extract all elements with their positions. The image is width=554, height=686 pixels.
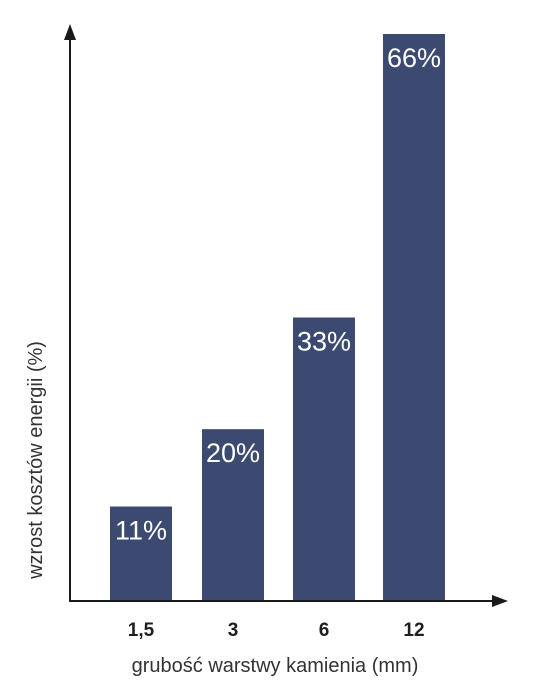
bar-12 <box>383 34 445 601</box>
y-axis-label: wzrost kosztów energii (%) <box>25 341 47 580</box>
x-axis-label: grubość warstwy kamienia (mm) <box>132 655 419 677</box>
bar-value-label: 20% <box>206 438 260 468</box>
bar-value-label: 66% <box>387 43 441 73</box>
x-tick-label: 12 <box>403 620 424 641</box>
x-tick-label: 3 <box>228 620 239 641</box>
x-axis-arrow-icon <box>492 595 508 607</box>
axes-group <box>64 24 508 607</box>
x-tick-label: 6 <box>319 620 330 641</box>
x-tick-label: 1,5 <box>128 620 155 641</box>
bar-3 <box>202 429 264 601</box>
bar-1,5 <box>110 506 172 601</box>
bar-6 <box>293 317 355 601</box>
bars-group: 11% 20% 33% 66% <box>110 34 445 601</box>
x-tick-labels: 1,5 3 6 12 <box>128 620 425 641</box>
bar-value-label: 33% <box>297 327 351 357</box>
bar-value-label: 11% <box>115 516 167 546</box>
y-axis-arrow-icon <box>64 24 76 40</box>
